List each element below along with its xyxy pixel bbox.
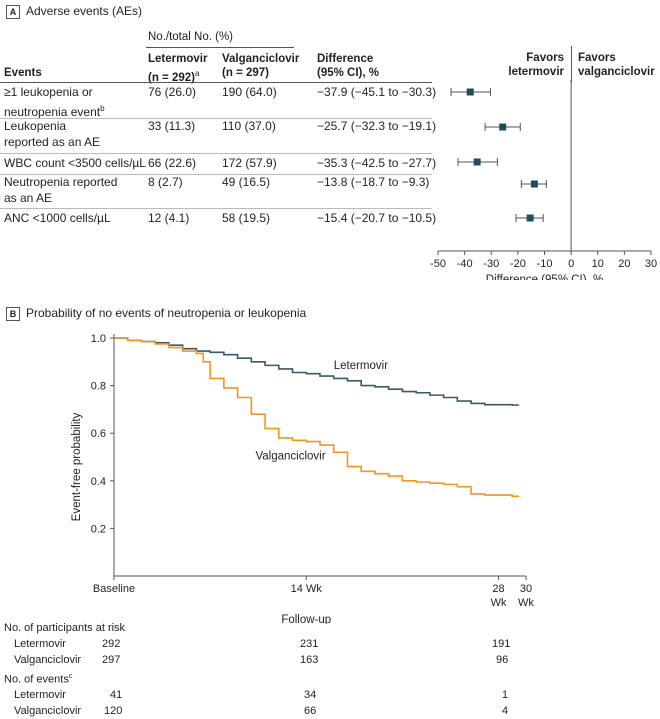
point-estimate-marker: [526, 214, 534, 222]
risk-row-valganciclovir-label: Valganciclovir: [14, 654, 82, 666]
difference-value: −35.3 (−42.5 to −27.7): [317, 156, 437, 170]
favors-divider: [571, 46, 572, 82]
col-valganciclovir: Valganciclovir: [222, 53, 300, 65]
km-x-tick-label: 14 Wk: [291, 583, 323, 595]
forest-x-axis-label: Difference (95% CI), %: [486, 274, 603, 280]
event-label-line1: WBC count <3500 cells/µL: [4, 156, 146, 170]
forest-x-tick-label: 0: [568, 258, 574, 270]
km-plot: 0.2 0.4 0.6 0.8 1.0 Event-free probability Bas…: [71, 333, 534, 624]
event-label-line2-wrap: neutropenia eventb: [4, 101, 105, 120]
favors-left-2: letermovir: [508, 66, 564, 78]
km-series-label-letermovir: Letermovir: [334, 360, 388, 372]
table-header-rule: [0, 82, 432, 83]
km-x-tick-label-number: 30: [520, 583, 532, 595]
forest-x-tick-label: -50: [430, 258, 446, 270]
valganciclovir-value: 110 (37.0): [222, 119, 276, 133]
event-label-line1: ANC <1000 cells/µL: [4, 211, 111, 225]
events-row-letermovir-label: Letermovir: [14, 689, 66, 701]
events-row-letermovir-v2: 1: [502, 689, 509, 701]
risk-row-valganciclovir-v0: 297: [102, 654, 121, 666]
risk-row-letermovir-label: Letermovir: [14, 638, 66, 650]
forest-x-tick-label: -40: [457, 258, 473, 270]
events-row-valganciclovir-v2: 4: [502, 705, 509, 717]
row-divider: [0, 174, 432, 175]
row-divider: [0, 118, 432, 119]
row-divider: [0, 153, 432, 154]
events-row-valganciclovir-v0: 120: [104, 705, 123, 717]
event-label-line2: as an AE: [4, 191, 53, 205]
km-y-tick-label: 0.2: [91, 523, 106, 535]
panel-a-title: Adverse events (AEs): [26, 4, 143, 18]
col-events: Events: [4, 67, 42, 79]
risk-row-letermovir-v0: 292: [102, 638, 121, 650]
col-difference: Difference: [317, 53, 374, 65]
col-difference-ci: (95% CI), %: [317, 67, 379, 79]
forest-x-tick-label: 30: [645, 258, 657, 270]
letermovir-value: 76 (26.0): [148, 85, 197, 99]
col-letermovir: Letermovir: [148, 53, 208, 65]
km-x-tick-label: Baseline: [93, 583, 135, 595]
events-row-valganciclovir-label: Valganciclovir: [14, 705, 82, 717]
favors-right-2: valganciclovir: [578, 66, 655, 78]
forest-plot: -50 -40 -30 -20 -10 0 10 20 30 Difference (95% CI…: [430, 80, 657, 280]
group-header-rule: [146, 47, 294, 48]
km-x-axis-label: Follow-up: [281, 614, 331, 624]
favors-right-1: Favors: [578, 52, 616, 64]
km-curve-valganciclovir: [114, 337, 520, 498]
km-y-tick-label: 0.6: [91, 428, 106, 440]
forest-x-tick-label: -30: [483, 258, 499, 270]
events-row-valganciclovir-v1: 66: [304, 705, 317, 717]
letermovir-value: 8 (2.7): [148, 175, 183, 189]
events-row-letermovir-v0: 41: [110, 689, 123, 701]
panel-b-letter: B: [6, 307, 20, 321]
km-x-tick-label-unit: Wk: [518, 597, 534, 609]
risk-row-letermovir-v1: 231: [300, 638, 319, 650]
letermovir-value: 66 (22.6): [148, 156, 197, 170]
difference-value: −25.7 (−32.3 to −19.1): [317, 119, 437, 133]
km-y-tick-label: 1.0: [91, 333, 106, 345]
difference-value: −37.9 (−45.1 to −30.3): [317, 85, 437, 99]
km-series-label-valganciclovir: Valganciclovir: [255, 450, 325, 462]
event-label-line2: neutropenia event: [4, 105, 101, 119]
point-estimate-marker: [466, 88, 474, 96]
point-estimate-marker: [499, 123, 507, 131]
col-valganciclovir-n: (n = 297): [222, 67, 269, 79]
panel-a-letter: A: [6, 5, 20, 19]
point-estimate-marker: [530, 180, 538, 188]
km-y-tick-label: 0.4: [91, 476, 106, 488]
valganciclovir-value: 49 (16.5): [222, 175, 271, 189]
km-x-tick-label-unit: Wk: [491, 597, 507, 609]
difference-value: −15.4 (−20.7 to −10.5): [317, 211, 437, 225]
forest-x-tick-label: 10: [592, 258, 604, 270]
risk-header: No. of participants at risk: [4, 622, 126, 634]
km-y-tick-label: 0.8: [91, 381, 106, 393]
risk-row-valganciclovir-v2: 96: [496, 654, 509, 666]
valganciclovir-value: 58 (19.5): [222, 211, 271, 225]
event-label-line2: reported as an AE: [4, 135, 101, 149]
forest-x-tick-label: -10: [537, 258, 553, 270]
event-label-line1: Neutropenia reported: [4, 175, 118, 189]
difference-value: −13.8 (−18.7 to −9.3): [317, 175, 430, 189]
events-row-letermovir-v1: 34: [304, 689, 317, 701]
group-header: No./total No. (%): [148, 31, 233, 43]
letermovir-value: 33 (11.3): [148, 119, 196, 133]
km-x-tick-label-number: 28: [492, 583, 504, 595]
letermovir-value: 12 (4.1): [148, 211, 190, 225]
risk-row-letermovir-v2: 191: [492, 638, 511, 650]
events-header: No. of eventsc: [4, 673, 73, 686]
valganciclovir-value: 190 (64.0): [222, 85, 277, 99]
col-letermovir-n: (n = 292)a: [148, 69, 200, 84]
valganciclovir-value: 172 (57.9): [222, 156, 277, 170]
forest-x-tick-label: -20: [510, 258, 526, 270]
point-estimate-marker: [473, 158, 481, 166]
risk-row-valganciclovir-v1: 163: [300, 654, 319, 666]
favors-left-1: Favors: [526, 52, 564, 64]
row-divider: [0, 208, 432, 209]
event-label-line1: ≥1 leukopenia or: [4, 85, 93, 99]
forest-x-tick-label: 20: [618, 258, 630, 270]
panel-b-title: Probability of no events of neutropenia …: [26, 306, 307, 320]
km-y-axis-label: Event-free probability: [71, 412, 83, 521]
event-label-line1: Leukopenia: [4, 119, 67, 133]
event-footnote: b: [100, 104, 105, 113]
